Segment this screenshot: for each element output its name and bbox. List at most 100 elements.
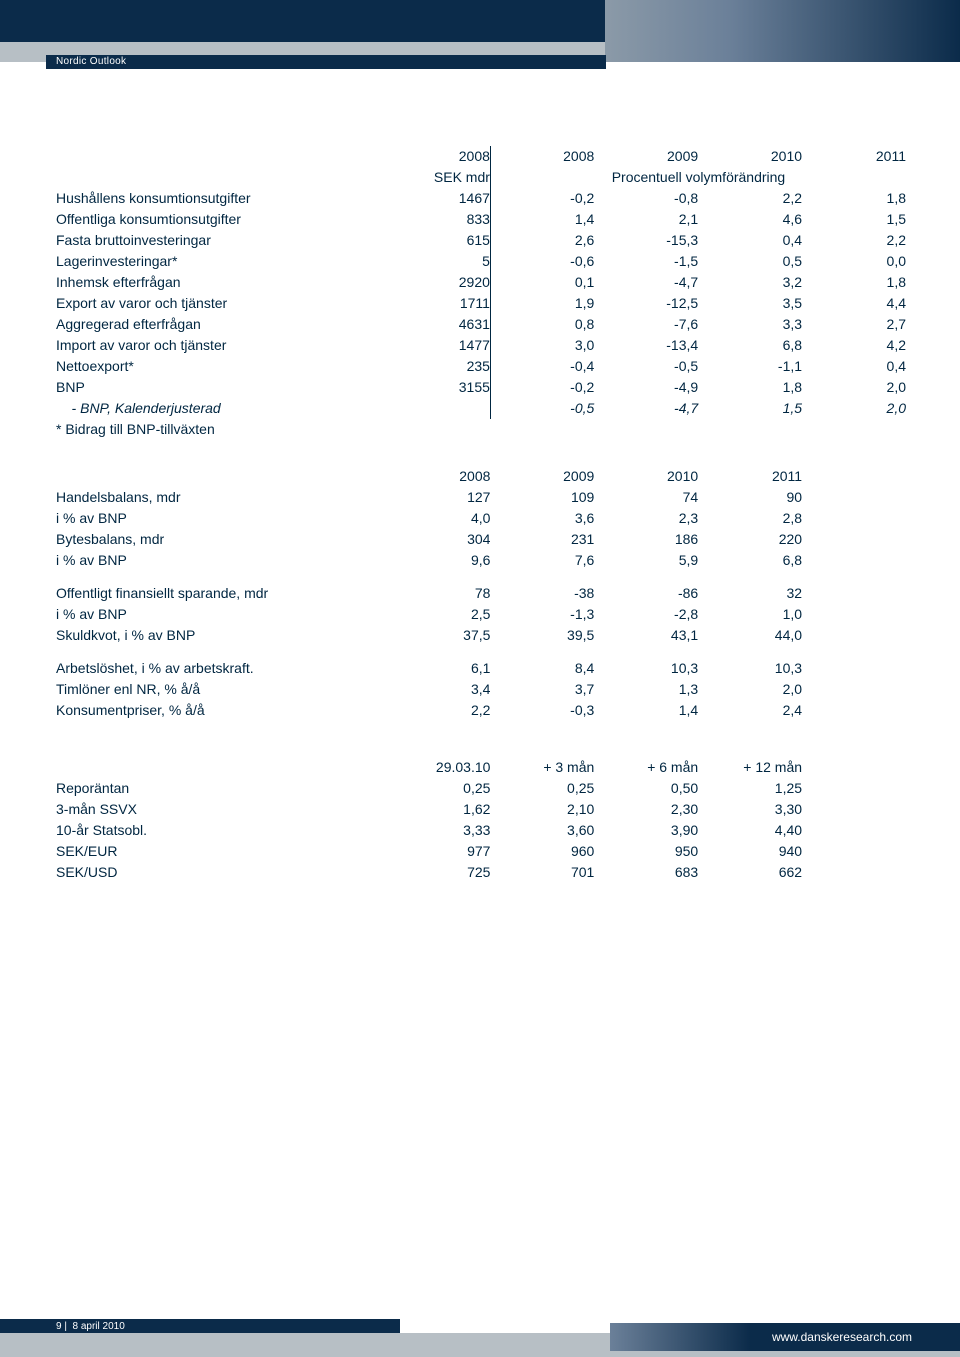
- cell: 1,8: [802, 188, 906, 209]
- row-label: Offentligt finansiellt sparande, mdr: [56, 583, 387, 604]
- cell: 3,2: [698, 272, 802, 293]
- cell: 833: [387, 209, 491, 230]
- cell: 43,1: [594, 625, 698, 646]
- cell: 37,5: [387, 625, 491, 646]
- col-header: + 12 mån: [698, 757, 802, 778]
- row-label: Handelsbalans, mdr: [56, 487, 387, 508]
- cell: 6,8: [698, 550, 802, 571]
- row-label: Konsumentpriser, % å/å: [56, 700, 387, 721]
- row-label: Reporäntan: [56, 778, 387, 799]
- cell: 186: [594, 529, 698, 550]
- cell: 1,25: [698, 778, 802, 799]
- cell: 0,25: [387, 778, 491, 799]
- cell: -1,3: [490, 604, 594, 625]
- cell: 1711: [387, 293, 491, 314]
- cell: 4,4: [802, 293, 906, 314]
- cell: -0,2: [490, 188, 594, 209]
- cell: -13,4: [594, 335, 698, 356]
- col-year: 2010: [698, 146, 802, 167]
- row-label: Lagerinvesteringar*: [56, 251, 387, 272]
- cell: 0,0: [802, 251, 906, 272]
- row-label: - BNP, Kalenderjusterad: [56, 398, 387, 419]
- cell: -38: [490, 583, 594, 604]
- cell: 0,25: [490, 778, 594, 799]
- cell: 1,5: [698, 398, 802, 419]
- cell: 74: [594, 487, 698, 508]
- cell: 0,1: [490, 272, 594, 293]
- cell: 1,0: [698, 604, 802, 625]
- row-label: 10-år Statsobl.: [56, 820, 387, 841]
- cell: -1,5: [594, 251, 698, 272]
- cell: -15,3: [594, 230, 698, 251]
- row-label: Fasta bruttoinvesteringar: [56, 230, 387, 251]
- cell: 32: [698, 583, 802, 604]
- cell: -86: [594, 583, 698, 604]
- cell: 2,8: [698, 508, 802, 529]
- cell: 3,4: [387, 679, 491, 700]
- cell: 0,50: [594, 778, 698, 799]
- row-label: Export av varor och tjänster: [56, 293, 387, 314]
- cell: 2920: [387, 272, 491, 293]
- cell: 3,90: [594, 820, 698, 841]
- row-label: Aggregerad efterfrågan: [56, 314, 387, 335]
- cell: [387, 398, 491, 419]
- cell: 2,6: [490, 230, 594, 251]
- row-label: i % av BNP: [56, 508, 387, 529]
- cell: 3,5: [698, 293, 802, 314]
- cell: -1,1: [698, 356, 802, 377]
- cell: 4631: [387, 314, 491, 335]
- row-label: Import av varor och tjänster: [56, 335, 387, 356]
- cell: 3,30: [698, 799, 802, 820]
- cell: 5: [387, 251, 491, 272]
- table-footnote: * Bidrag till BNP-tillväxten: [56, 419, 906, 440]
- col-year: 2010: [594, 466, 698, 487]
- page-number: 9 | 8 april 2010: [56, 1321, 125, 1332]
- cell: 2,2: [802, 230, 906, 251]
- cell: 5,9: [594, 550, 698, 571]
- cell: 1,4: [594, 700, 698, 721]
- cell: 4,40: [698, 820, 802, 841]
- cell: 4,0: [387, 508, 491, 529]
- cell: 39,5: [490, 625, 594, 646]
- cell: 0,8: [490, 314, 594, 335]
- cell: 9,6: [387, 550, 491, 571]
- cell: 6,1: [387, 658, 491, 679]
- cell: -0,3: [490, 700, 594, 721]
- cell: 2,30: [594, 799, 698, 820]
- row-label: Timlöner enl NR, % å/å: [56, 679, 387, 700]
- cell: 235: [387, 356, 491, 377]
- content-area: 2008 2008 2009 2010 2011 SEK mdr Procent…: [56, 146, 906, 883]
- cell: 683: [594, 862, 698, 883]
- col-year: 2008: [387, 146, 491, 167]
- col-year: 2011: [698, 466, 802, 487]
- cell: 0,5: [698, 251, 802, 272]
- header-right-gradient: [605, 0, 960, 62]
- cell: 1,62: [387, 799, 491, 820]
- cell: 109: [490, 487, 594, 508]
- cell: 2,7: [802, 314, 906, 335]
- cell: 3,3: [698, 314, 802, 335]
- cell: 304: [387, 529, 491, 550]
- cell: 662: [698, 862, 802, 883]
- row-label: Offentliga konsumtionsutgifter: [56, 209, 387, 230]
- cell: 1,4: [490, 209, 594, 230]
- cell: 78: [387, 583, 491, 604]
- cell: 950: [594, 841, 698, 862]
- cell: -0,8: [594, 188, 698, 209]
- cell: 2,0: [802, 377, 906, 398]
- cell: 3,0: [490, 335, 594, 356]
- cell: 2,2: [698, 188, 802, 209]
- cell: 1477: [387, 335, 491, 356]
- balances-table: 2008 2009 2010 2011 Handelsbalans, mdr12…: [56, 466, 906, 721]
- footer-url: www.danskeresearch.com: [772, 1330, 912, 1344]
- cell: 2,0: [802, 398, 906, 419]
- cell: 940: [698, 841, 802, 862]
- cell: 10,3: [698, 658, 802, 679]
- cell: -0,2: [490, 377, 594, 398]
- row-label: SEK/EUR: [56, 841, 387, 862]
- col-year: 2008: [490, 146, 594, 167]
- cell: 3,33: [387, 820, 491, 841]
- row-label: Bytesbalans, mdr: [56, 529, 387, 550]
- cell: -12,5: [594, 293, 698, 314]
- cell: -4,7: [594, 398, 698, 419]
